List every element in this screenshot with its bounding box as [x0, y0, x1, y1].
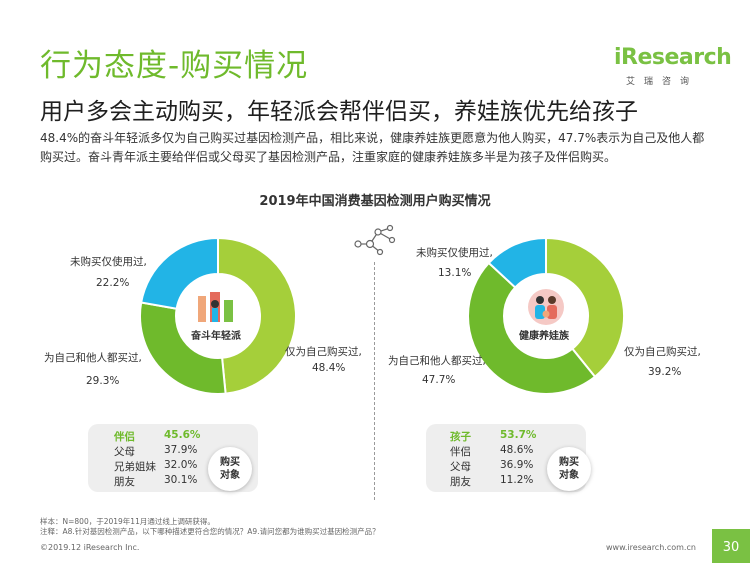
donut-chart-family — [467, 236, 625, 395]
slice-label: 为自己和他人都买过, — [388, 355, 486, 367]
logo-text: iResearch — [614, 45, 732, 70]
target-value: 11.2% — [500, 474, 534, 486]
target-name: 伴侣 — [114, 431, 135, 443]
target-value: 37.9% — [164, 444, 198, 456]
slice-value: 47.7% — [422, 374, 456, 386]
badge-line: 购买 — [220, 457, 240, 468]
purchase-target-badge: 购买 对象 — [208, 447, 252, 491]
donut-center-label: 奋斗年轻派 — [191, 331, 241, 342]
target-name: 父母 — [114, 446, 135, 458]
donut-slice-1 — [139, 301, 227, 395]
donut-chart-young — [139, 236, 298, 395]
target-value: 53.7% — [500, 429, 537, 441]
footnote-questions: 注释：A8.针对基因检测产品，以下哪种描述更符合您的情况？A9.请问您都为谁购买… — [40, 527, 380, 536]
badge-line: 对象 — [220, 470, 240, 481]
iresearch-logo: iResearch 艾瑞咨询 — [614, 45, 732, 87]
slice-label: 未购买仅使用过, — [416, 247, 493, 259]
page-subtitle: 用户多会主动购买，年轻派会帮伴侣买，养娃族优先给孩子 — [40, 99, 638, 125]
footnote-sample: 样本：N=800，于2019年11月通过线上调研获得。 — [40, 517, 215, 526]
chart-divider — [374, 262, 375, 500]
slice-value: 29.3% — [86, 375, 120, 387]
donut-slice-1 — [467, 261, 597, 395]
chart-title: 2019年中国消费基因检测用户购买情况 — [259, 194, 491, 209]
target-name: 父母 — [450, 461, 471, 473]
slice-value: 13.1% — [438, 267, 472, 279]
donut-slice-0 — [545, 236, 625, 379]
donut-slice-0 — [217, 236, 298, 395]
target-name: 孩子 — [450, 431, 471, 443]
young-people-icon — [198, 292, 233, 322]
badge-line: 购买 — [559, 457, 579, 468]
donut-center-label: 健康养娃族 — [519, 331, 569, 342]
target-value: 48.6% — [500, 444, 534, 456]
copyright: ©2019.12 iResearch Inc. — [40, 543, 140, 552]
slice-label: 仅为自己购买过, — [624, 346, 701, 358]
slice-value: 48.4% — [312, 362, 346, 374]
purchase-target-badge: 购买 对象 — [547, 447, 591, 491]
slice-label: 未购买仅使用过, — [70, 256, 147, 268]
logo-subtext: 艾瑞咨询 — [626, 77, 699, 87]
target-name: 朋友 — [114, 476, 135, 488]
target-value: 45.6% — [164, 429, 201, 441]
donut-slice-2 — [487, 236, 547, 289]
page-number: 30 — [712, 529, 750, 563]
donut-slice-2 — [140, 236, 219, 310]
slice-value: 39.2% — [648, 366, 682, 378]
target-name: 伴侣 — [450, 446, 471, 458]
badge-line: 对象 — [559, 470, 579, 481]
slice-label: 仅为自己购买过, — [285, 346, 362, 358]
target-value: 32.0% — [164, 459, 198, 471]
footnote: 样本：N=800，于2019年11月通过线上调研获得。 注释：A8.针对基因检测… — [40, 517, 380, 537]
family-icon — [528, 289, 564, 325]
page-title: 行为态度-购买情况 — [40, 48, 309, 84]
target-value: 30.1% — [164, 474, 198, 486]
slice-label: 为自己和他人都买过, — [44, 352, 142, 364]
molecule-icon — [354, 224, 396, 256]
description-text: 48.4%的奋斗年轻派多仅为自己购买过基因检测产品，相比来说，健康养娃族更愿意为… — [40, 131, 705, 164]
target-name: 朋友 — [450, 476, 471, 488]
website-url: www.iresearch.com.cn — [606, 543, 696, 552]
target-name: 兄弟姐妹 — [114, 461, 156, 473]
target-value: 36.9% — [500, 459, 534, 471]
slice-value: 22.2% — [96, 277, 130, 289]
